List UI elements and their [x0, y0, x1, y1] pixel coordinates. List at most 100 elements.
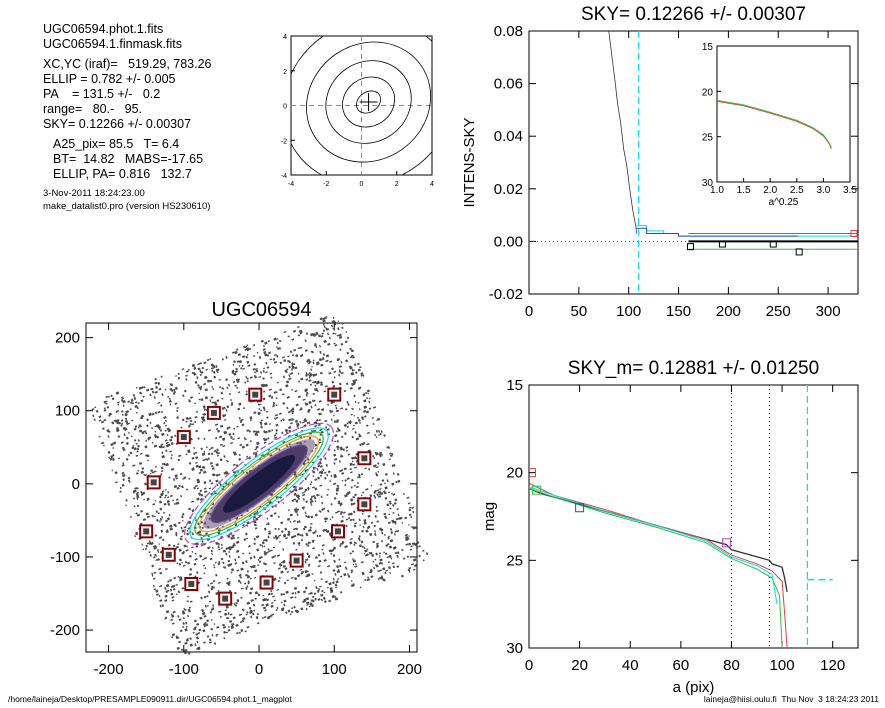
noise-speck: [408, 508, 412, 512]
noise-speck: [242, 407, 246, 410]
noise-speck: [118, 457, 121, 460]
noise-speck: [291, 607, 294, 610]
noise-speck: [264, 609, 267, 612]
noise-speck: [207, 590, 211, 594]
noise-speck: [142, 548, 145, 551]
noise-speck: [378, 451, 383, 455]
noise-speck: [327, 488, 330, 491]
noise-speck: [237, 407, 241, 411]
noise-speck: [369, 494, 373, 498]
noise-speck: [100, 420, 105, 424]
noise-speck: [322, 329, 326, 332]
noise-speck: [143, 430, 147, 433]
noise-speck: [293, 348, 297, 352]
noise-speck: [333, 497, 337, 500]
noise-speck: [328, 371, 332, 375]
noise-speck: [164, 617, 167, 620]
inset-y-tick-label: 15: [702, 42, 714, 53]
noise-speck: [319, 571, 323, 574]
data-marker: [850, 230, 858, 238]
noise-speck: [277, 527, 280, 531]
noise-speck: [375, 436, 378, 439]
noise-speck: [258, 560, 262, 563]
noise-speck: [107, 395, 111, 398]
noise-speck: [346, 477, 350, 480]
noise-speck: [346, 422, 349, 425]
noise-speck: [334, 344, 338, 347]
noise-speck: [172, 499, 175, 502]
noise-speck: [319, 350, 322, 354]
noise-speck: [139, 452, 143, 455]
noise-speck: [305, 402, 308, 406]
noise-speck: [248, 347, 252, 351]
noise-speck: [363, 521, 367, 525]
noise-speck: [349, 541, 353, 545]
info-date: 3-Nov-2011 18:24:23.00: [43, 188, 145, 199]
noise-speck: [298, 520, 301, 523]
noise-speck: [156, 593, 159, 596]
noise-speck: [148, 542, 152, 546]
noise-speck: [170, 457, 173, 460]
noise-speck: [367, 514, 371, 518]
noise-speck: [347, 402, 350, 406]
noise-speck: [262, 397, 266, 401]
noise-speck: [333, 342, 336, 345]
noise-speck: [193, 452, 196, 455]
y-tick-label: 100: [55, 403, 80, 420]
noise-speck: [318, 494, 320, 497]
noise-speck: [332, 332, 335, 335]
noise-speck: [311, 461, 314, 464]
noise-speck: [120, 422, 124, 425]
noise-speck: [307, 515, 311, 519]
noise-speck: [246, 353, 249, 356]
noise-speck: [154, 378, 157, 381]
noise-speck: [360, 529, 364, 533]
noise-speck: [169, 579, 172, 582]
noise-speck: [264, 562, 268, 566]
y-tick-label: -2: [281, 138, 287, 145]
noise-speck: [330, 590, 334, 594]
noise-speck: [321, 544, 325, 547]
noise-speck: [296, 520, 300, 524]
noise-speck: [305, 601, 310, 605]
noise-speck: [349, 467, 352, 471]
noise-speck: [233, 542, 236, 545]
noise-speck: [310, 405, 313, 409]
noise-speck: [392, 493, 396, 496]
noise-speck: [262, 377, 265, 380]
noise-speck: [213, 449, 217, 453]
header-info: UGC06594.phot.1.fits UGC06594.1.finmask.…: [43, 22, 212, 213]
noise-speck: [347, 512, 352, 516]
noise-speck: [226, 386, 229, 390]
noise-speck: [169, 403, 172, 406]
noise-speck: [362, 525, 365, 529]
noise-speck: [157, 567, 162, 571]
noise-speck: [308, 372, 312, 376]
noise-speck: [264, 438, 268, 441]
noise-speck: [323, 558, 327, 562]
noise-speck: [205, 532, 208, 535]
noise-speck: [282, 534, 287, 538]
noise-speck: [280, 601, 283, 604]
noise-speck: [218, 610, 222, 613]
noise-speck: [380, 430, 383, 433]
noise-speck: [268, 532, 272, 535]
noise-speck: [302, 497, 305, 501]
noise-speck: [207, 457, 210, 460]
noise-speck: [373, 457, 376, 459]
noise-speck: [244, 381, 247, 384]
noise-speck: [238, 453, 241, 457]
noise-speck: [285, 536, 288, 540]
noise-speck: [126, 422, 129, 426]
noise-speck: [223, 418, 227, 421]
intens-plot-frame: [528, 30, 859, 295]
noise-speck: [124, 427, 128, 431]
noise-speck: [225, 355, 228, 359]
noise-speck: [153, 444, 158, 448]
info-line: SKY= 0.12266 +/- 0.00307: [43, 117, 192, 131]
noise-speck: [351, 460, 354, 463]
x-tick-label: 250: [766, 303, 791, 320]
noise-speck: [151, 572, 154, 576]
noise-speck: [363, 411, 366, 413]
noise-speck: [168, 450, 173, 453]
